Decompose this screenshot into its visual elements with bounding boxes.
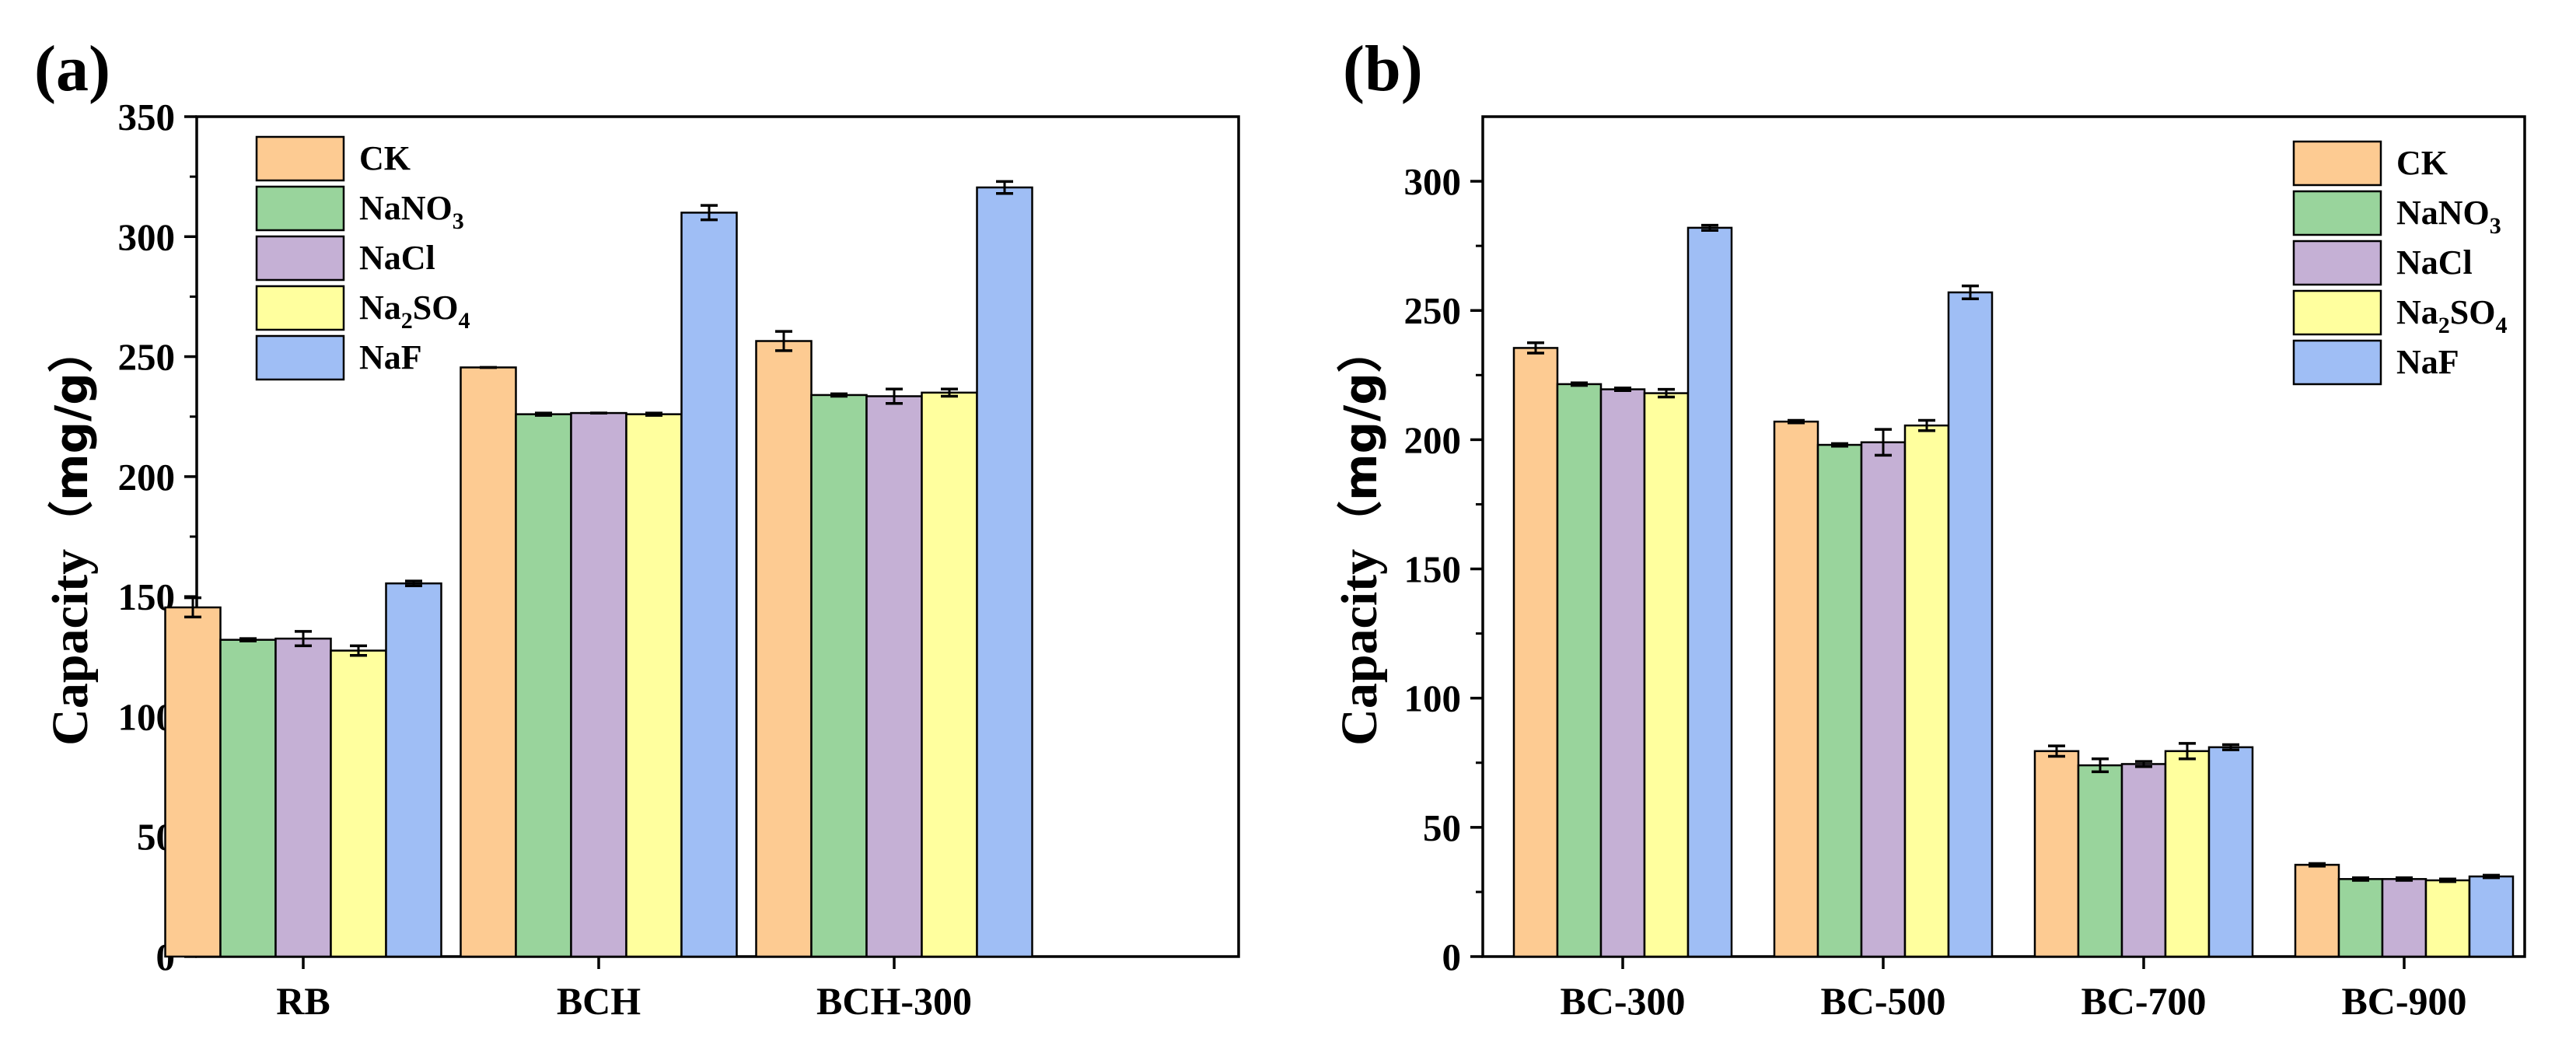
panel-a-bar (164, 606, 222, 958)
panel-a-legend-label: NaNO3 (359, 189, 464, 234)
panel-b-x-tick-label: BC-300 (1560, 979, 1685, 1023)
panel-a-legend-swatch (255, 135, 345, 182)
panel-a-y-tick-label: 200 (118, 456, 176, 499)
panel-b-legend-swatch (2292, 140, 2382, 187)
panel-b-chart: (b) 0 50 100 150 200 250 300 BC-300 BC-500 BC-700… (1331, 33, 2526, 1023)
panel-b-bar (1643, 392, 1690, 958)
panel-a-y-tick-label: 300 (118, 215, 176, 258)
panel-b-bar (1686, 226, 1733, 958)
panel-a-y-axis-title-unit: （mg/g） (45, 327, 98, 546)
panel-b-bar (2164, 750, 2211, 958)
panel-b-bar (2468, 875, 2515, 958)
panel-a-bar (460, 366, 517, 958)
panel-b-bar (1860, 441, 1907, 958)
panel-a-bar (755, 340, 813, 958)
panel-a-bar (625, 413, 683, 958)
panel-b-bar (2381, 878, 2427, 958)
panel-a-y-tick-label: 350 (118, 96, 176, 138)
panel-b-y-tick-label: 100 (1404, 677, 1462, 720)
panel-b-legend-label: CK (2396, 144, 2448, 182)
panel-b-legend-label: Na2SO4 (2396, 293, 2507, 338)
panel-b-y-tick-label: 150 (1404, 548, 1462, 591)
panel-b-x-tick-label: BC-500 (1820, 979, 1945, 1023)
panel-a-bar (385, 582, 442, 958)
panel-b-bar (1773, 420, 1819, 958)
panel-a-x-tick-label: RB (276, 979, 330, 1023)
panel-a-legend-swatch (255, 285, 345, 331)
panel-a-bar (330, 649, 387, 958)
panel-a-bar (810, 394, 868, 958)
panel-b-bar (2337, 878, 2384, 958)
panel-a-legend-swatch (255, 235, 345, 282)
panel-b-y-tick-label: 0 (1442, 936, 1462, 978)
panel-a-bar (274, 637, 332, 958)
panel-b-legend-swatch (2292, 339, 2382, 386)
panel-b-y-tick-label: 200 (1404, 418, 1462, 461)
panel-b-bar (1512, 347, 1559, 958)
panel-a-bar (515, 413, 572, 958)
panel-a-bar (680, 212, 738, 958)
panel-a-bar (976, 186, 1033, 958)
panel-a-legend-label: NaF (359, 338, 422, 376)
panel-b-bar (2424, 879, 2471, 958)
panel-b-bar (1599, 388, 1646, 958)
panel-b-bar (1947, 291, 1994, 958)
panel-b-legend-swatch (2292, 289, 2382, 336)
panel-a-chart: (a) 050100150200250300350RBBCHBCH-300 CK… (34, 33, 1240, 1023)
panel-b-bar (2033, 750, 2080, 958)
panel-b-bar (1556, 383, 1603, 958)
panel-b-y-tick-label: 50 (1423, 806, 1461, 849)
panel-b-bar (2294, 863, 2340, 958)
panel-b-y-tick-label: 250 (1404, 289, 1462, 332)
panel-b-x-tick-label: BC-900 (2341, 979, 2466, 1023)
panel-b-bar (1816, 443, 1863, 958)
panel-b-x-tick-label: BC-700 (2081, 979, 2206, 1023)
panel-b-legend-label: NaNO3 (2396, 194, 2501, 239)
panel-a-y-axis-title: Capacity （mg/g） (42, 327, 99, 746)
panel-b-y-axis-title-unit: （mg/g） (1334, 327, 1387, 546)
panel-b-legend-swatch (2292, 190, 2382, 236)
panel-a-bar (921, 391, 978, 958)
panel-a-bar (219, 638, 277, 958)
panel-b-legend-label: NaCl (2396, 243, 2473, 282)
panel-b-plot-frame (1481, 115, 2526, 958)
panel-a-y-tick-label: 250 (118, 336, 176, 379)
panel-b-legend-swatch (2292, 240, 2382, 286)
panel-b-bar (2120, 763, 2167, 958)
panel-a-y-axis-title-main: Capacity (42, 549, 99, 746)
panel-b-bar (2207, 746, 2254, 958)
panel-b-legend-label: NaF (2396, 343, 2459, 381)
panel-a-x-tick-label: BCH-300 (816, 979, 972, 1023)
panel-a-legend-label: NaCl (359, 239, 435, 277)
panel-a-bar (865, 395, 923, 958)
panel-a-legend-label: CK (359, 139, 411, 177)
panel-b-y-tick-label: 300 (1404, 160, 1462, 203)
panel-a-x-tick-label: BCH (557, 979, 641, 1023)
panel-a-legend-label: Na2SO4 (359, 289, 470, 334)
panel-b-bar (2077, 764, 2123, 958)
panel-a-legend-swatch (255, 185, 345, 232)
panel-a-label: (a) (34, 33, 110, 105)
panel-a-legend-swatch (255, 334, 345, 381)
panel-b-label: (b) (1343, 33, 1423, 105)
panel-b-bar (1903, 424, 1950, 958)
panel-b-y-axis-title-main: Capacity (1331, 549, 1388, 746)
panel-a-bar (570, 411, 627, 958)
panel-b-y-axis-title: Capacity （mg/g） (1331, 327, 1388, 746)
